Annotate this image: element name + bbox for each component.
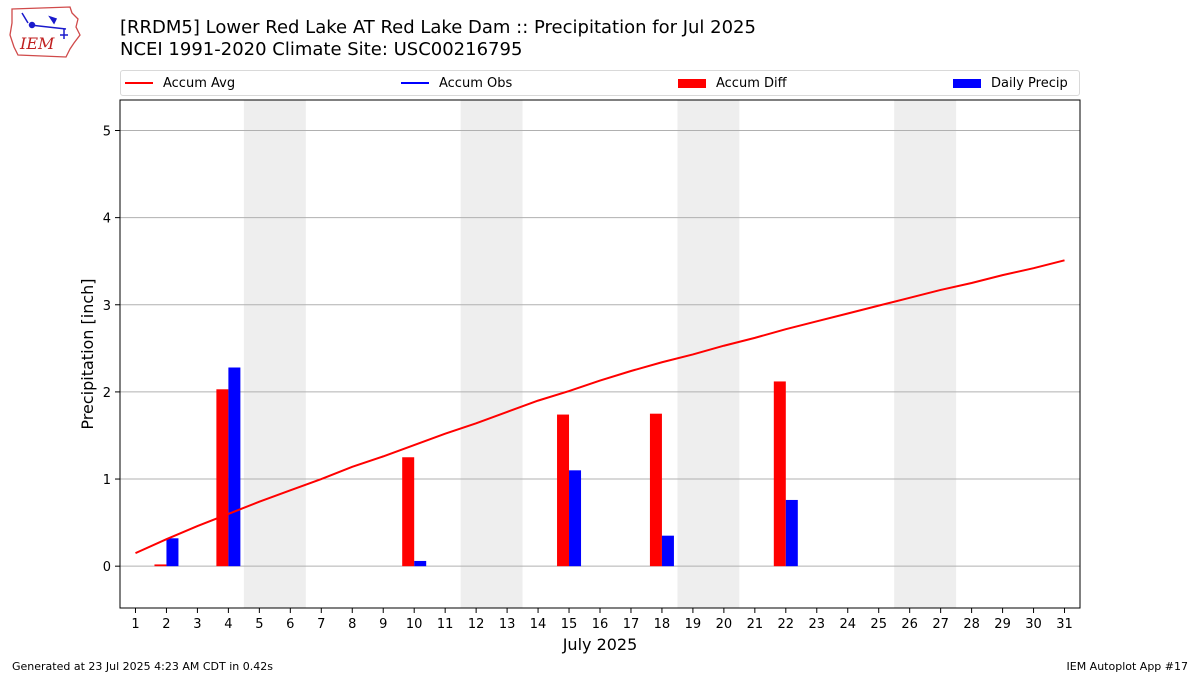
- x-tick-label-15: 15: [561, 617, 578, 632]
- y-tick-label-0: 0: [103, 560, 111, 575]
- bar-daily-precip-day-18: [661, 535, 674, 567]
- x-tick-label-14: 14: [530, 617, 547, 632]
- iem-logo: IEM: [9, 6, 81, 58]
- legend-label-accum-avg: Accum Avg: [163, 75, 236, 91]
- x-tick-label-21: 21: [747, 617, 764, 632]
- weekend-shade-3: [894, 100, 957, 608]
- x-tick-label-28: 28: [963, 617, 980, 632]
- x-tick-label-6: 6: [286, 617, 294, 632]
- x-tick-label-26: 26: [901, 617, 918, 632]
- autoplot-app-label: IEM Autoplot App #17: [1066, 660, 1189, 673]
- legend-item-accum-diff: Accum Diff: [678, 74, 787, 92]
- legend-item-daily-precip: Daily Precip: [953, 74, 1068, 92]
- y-tick-label-4: 4: [103, 212, 111, 227]
- x-tick-label-22: 22: [778, 617, 795, 632]
- iem-logo-text: IEM: [19, 34, 55, 53]
- x-tick-label-11: 11: [437, 617, 454, 632]
- y-tick-label-5: 5: [103, 124, 111, 139]
- bar-accum-diff-day-4: [216, 389, 229, 567]
- x-tick-label-25: 25: [870, 617, 887, 632]
- x-tick-label-20: 20: [716, 617, 733, 632]
- x-tick-label-31: 31: [1056, 617, 1073, 632]
- weather-station-icon: [21, 12, 68, 39]
- line-accum-avg: [135, 259, 1065, 555]
- x-tick-label-12: 12: [468, 617, 485, 632]
- legend-swatch-accum-diff: [678, 78, 706, 88]
- x-tick-label-16: 16: [592, 617, 609, 632]
- x-tick-label-5: 5: [255, 617, 263, 632]
- bar-accum-diff-day-10: [402, 457, 415, 567]
- chart-title: [RRDM5] Lower Red Lake AT Red Lake Dam :…: [120, 17, 756, 38]
- legend-item-accum-obs: Accum Obs: [401, 74, 512, 92]
- bar-daily-precip-day-4: [228, 367, 241, 567]
- x-tick-label-23: 23: [809, 617, 826, 632]
- x-tick-label-2: 2: [162, 617, 170, 632]
- x-tick-label-18: 18: [654, 617, 671, 632]
- legend-swatch-accum-avg: [125, 82, 153, 84]
- x-tick-label-24: 24: [839, 617, 856, 632]
- iowa-state-outline: [9, 6, 81, 58]
- weekend-shade-0: [243, 100, 306, 608]
- chart-subtitle: NCEI 1991-2020 Climate Site: USC00216795: [120, 39, 523, 60]
- legend-swatch-daily-precip: [953, 78, 981, 88]
- x-tick-label-3: 3: [193, 617, 201, 632]
- legend-item-accum-avg: Accum Avg: [125, 74, 235, 92]
- x-tick-label-7: 7: [317, 617, 325, 632]
- bar-daily-precip-day-15: [569, 470, 582, 567]
- x-tick-label-19: 19: [685, 617, 702, 632]
- bar-accum-diff-day-15: [557, 414, 570, 567]
- bar-accum-diff-day-18: [649, 413, 662, 567]
- y-tick-label-2: 2: [103, 386, 111, 401]
- y-tick-label-1: 1: [103, 473, 111, 488]
- x-tick-label-29: 29: [994, 617, 1011, 632]
- x-tick-label-9: 9: [379, 617, 387, 632]
- y-tick-label-3: 3: [103, 299, 111, 314]
- x-tick-label-10: 10: [406, 617, 423, 632]
- x-tick-label-13: 13: [499, 617, 516, 632]
- weekend-shade-2: [677, 100, 740, 608]
- legend-label-accum-diff: Accum Diff: [716, 75, 787, 91]
- x-tick-label-4: 4: [224, 617, 232, 632]
- legend-label-daily-precip: Daily Precip: [991, 75, 1068, 91]
- legend-swatch-accum-obs: [401, 82, 429, 84]
- x-tick-label-30: 30: [1025, 617, 1042, 632]
- bar-daily-precip-day-22: [785, 499, 798, 567]
- x-tick-label-17: 17: [623, 617, 640, 632]
- legend-label-accum-obs: Accum Obs: [439, 75, 513, 91]
- chart-legend: Accum Avg Accum Obs Accum Diff Daily Pre…: [120, 70, 1080, 96]
- bar-accum-diff-day-22: [773, 381, 786, 567]
- x-tick-label-1: 1: [131, 617, 139, 632]
- x-axis-label: July 2025: [562, 635, 638, 654]
- bar-daily-precip-day-2: [166, 538, 179, 567]
- bar-accum-diff-day-2: [154, 564, 167, 567]
- generated-timestamp: Generated at 23 Jul 2025 4:23 AM CDT in …: [12, 660, 273, 673]
- y-axis-label: Precipitation [inch]: [78, 278, 97, 429]
- x-tick-label-8: 8: [348, 617, 356, 632]
- weekend-shade-1: [460, 100, 523, 608]
- x-tick-label-27: 27: [932, 617, 949, 632]
- bar-daily-precip-day-10: [414, 560, 427, 567]
